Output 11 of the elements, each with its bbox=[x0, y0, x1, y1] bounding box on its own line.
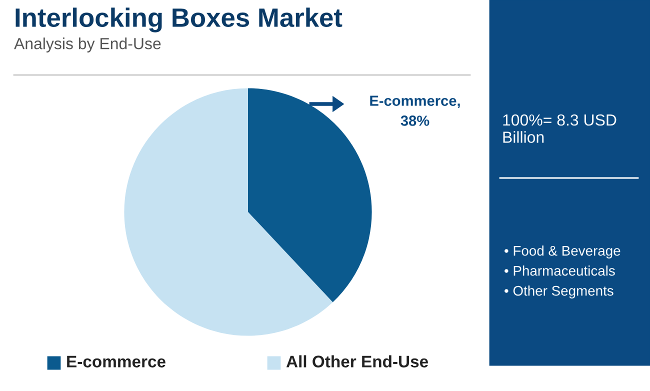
text: • Other Segments bbox=[504, 286, 614, 298]
chart-title: Interlocking Boxes Market bbox=[16, 8, 342, 32]
chart-subtitle: Analysis by End-Use bbox=[14, 38, 161, 52]
legend-label: All Other End-Use bbox=[286, 355, 428, 368]
legend-label: E-commerce bbox=[67, 356, 166, 368]
text: 100%= 8.3 USD Billion bbox=[503, 114, 616, 143]
pie-slice bbox=[248, 88, 372, 302]
pie-slice bbox=[124, 88, 333, 336]
data-label: E-commerce, 38% bbox=[370, 96, 460, 126]
text: • Pharmaceuticals bbox=[504, 266, 615, 276]
text: • Food & Beverage bbox=[504, 246, 620, 258]
